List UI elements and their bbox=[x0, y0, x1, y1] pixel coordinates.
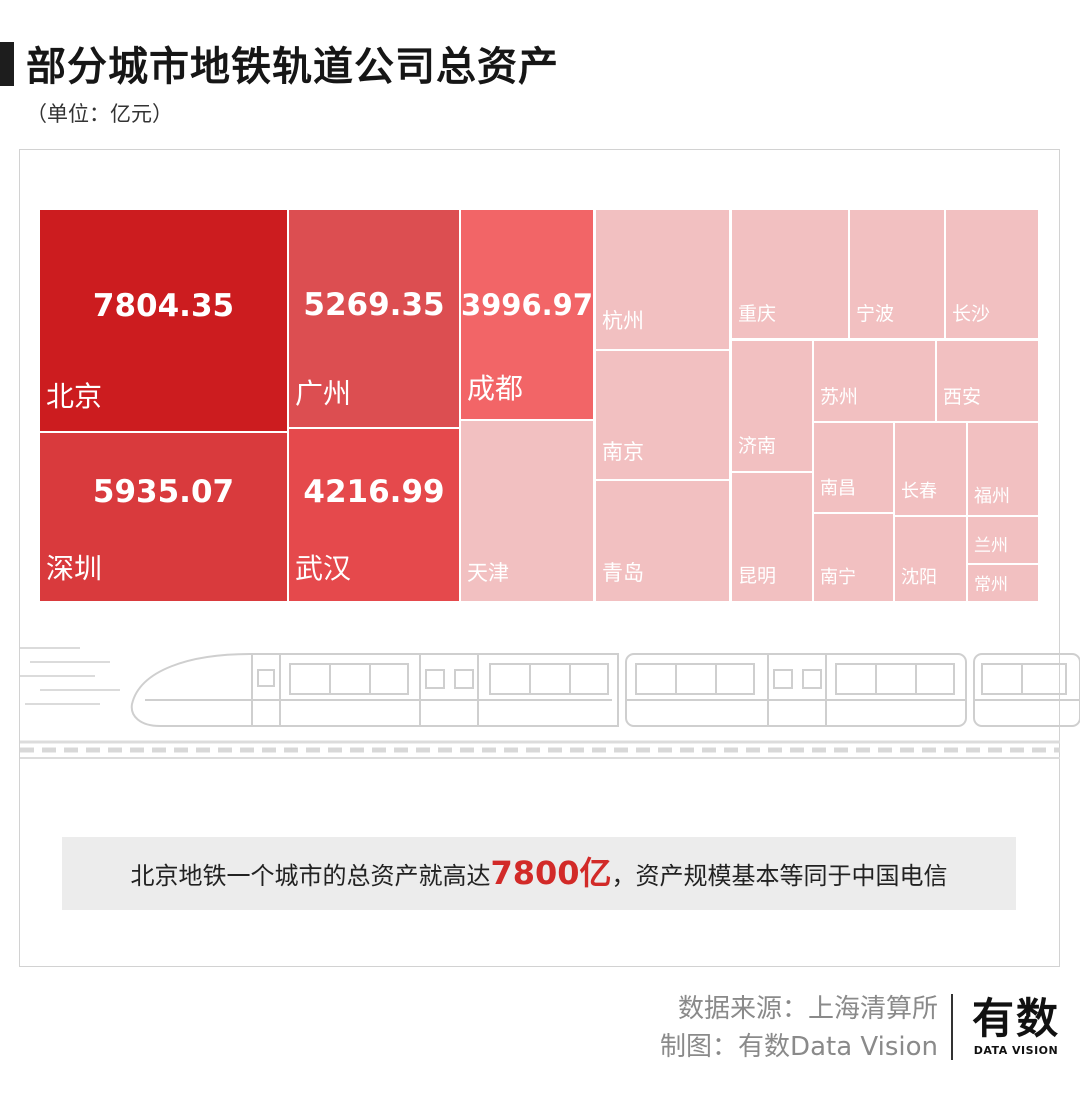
treemap-label-常州: 常州 bbox=[974, 575, 1008, 595]
treemap-value-北京: 7804.35 bbox=[93, 288, 234, 324]
treemap-value-广州: 5269.35 bbox=[303, 287, 444, 323]
treemap-label-深圳: 深圳 bbox=[46, 552, 102, 585]
treemap-label-南京: 南京 bbox=[602, 440, 644, 464]
treemap-label-北京: 北京 bbox=[46, 380, 102, 413]
callout-box: 北京地铁一个城市的总资产就高达7800亿，资产规模基本等同于中国电信 bbox=[62, 837, 1016, 910]
treemap-cell-苏州 bbox=[814, 341, 935, 421]
treemap-cell-福州 bbox=[968, 423, 1038, 515]
treemap-cells: 北京 7804.35 深圳 5935.07 广州 5269.35 武汉 4216.99 成都 39… bbox=[40, 210, 1038, 601]
unit-label: （单位：亿元） bbox=[26, 102, 173, 126]
treemap-cell-西安 bbox=[937, 341, 1038, 421]
treemap-cell-杭州 bbox=[596, 210, 729, 349]
treemap-label-长春: 长春 bbox=[901, 481, 937, 502]
treemap-label-天津: 天津 bbox=[467, 561, 509, 585]
callout-text-after: ，资产规模基本等同于中国电信 bbox=[611, 862, 948, 890]
treemap-label-青岛: 青岛 bbox=[602, 561, 644, 585]
treemap-label-成都: 成都 bbox=[467, 372, 523, 405]
chart-frame bbox=[19, 149, 1060, 967]
treemap-cell-南昌 bbox=[814, 423, 893, 512]
treemap-cell-常州 bbox=[968, 565, 1038, 601]
treemap-cell-重庆 bbox=[732, 210, 848, 338]
treemap-cell-南京 bbox=[596, 351, 729, 479]
treemap-label-兰州: 兰州 bbox=[974, 536, 1008, 556]
footer-divider bbox=[951, 994, 953, 1060]
callout-highlight: 7800亿 bbox=[490, 854, 612, 892]
callout-text-before: 北京地铁一个城市的总资产就高达 bbox=[130, 862, 491, 890]
train-illustration bbox=[20, 647, 1080, 759]
treemap-cell-南宁 bbox=[814, 514, 893, 601]
treemap-cell-北京 bbox=[40, 210, 287, 431]
treemap-label-重庆: 重庆 bbox=[738, 303, 776, 325]
treemap-cell-广州 bbox=[289, 210, 459, 427]
footer-credits: 数据来源：上海清算所 制图：有数Data Vision bbox=[660, 990, 938, 1066]
treemap-label-长沙: 长沙 bbox=[952, 303, 990, 325]
title-marker bbox=[0, 42, 14, 86]
treemap-cell-青岛 bbox=[596, 481, 729, 601]
treemap-label-杭州: 杭州 bbox=[602, 309, 644, 333]
treemap-cell-沈阳 bbox=[895, 517, 966, 601]
treemap-label-沈阳: 沈阳 bbox=[901, 567, 937, 588]
treemap-label-广州: 广州 bbox=[295, 377, 351, 410]
treemap-label-昆明: 昆明 bbox=[738, 565, 776, 587]
treemap-value-成都: 3996.97 bbox=[461, 288, 593, 322]
logo-text-cn: 有数 bbox=[971, 994, 1060, 1043]
treemap-label-南昌: 南昌 bbox=[820, 478, 856, 499]
treemap-value-深圳: 5935.07 bbox=[93, 474, 234, 510]
treemap-cell-宁波 bbox=[850, 210, 944, 338]
treemap-cell-兰州 bbox=[968, 517, 1038, 563]
treemap-cell-武汉 bbox=[289, 429, 459, 601]
treemap-cell-长春 bbox=[895, 423, 966, 515]
treemap-label-南宁: 南宁 bbox=[820, 567, 856, 588]
treemap-cell-济南 bbox=[732, 341, 812, 471]
data-source: 数据来源：上海清算所 bbox=[677, 994, 938, 1024]
treemap-cell-昆明 bbox=[732, 473, 812, 601]
treemap-label-宁波: 宁波 bbox=[856, 303, 894, 325]
treemap-cell-天津 bbox=[461, 421, 593, 601]
treemap-label-福州: 福州 bbox=[974, 486, 1010, 507]
treemap-cell-长沙 bbox=[946, 210, 1038, 338]
treemap-cell-深圳 bbox=[40, 433, 287, 601]
chart-credit: 制图：有数Data Vision bbox=[660, 1032, 938, 1062]
logo-text-en: DATA VISION bbox=[973, 1044, 1059, 1057]
brand-logo: 有数 DATA VISION bbox=[968, 994, 1064, 1058]
treemap-label-西安: 西安 bbox=[943, 386, 981, 408]
treemap-cell-成都 bbox=[461, 210, 593, 419]
treemap-label-武汉: 武汉 bbox=[295, 552, 351, 585]
page-title: 部分城市地铁轨道公司总资产 bbox=[26, 44, 559, 90]
treemap-value-武汉: 4216.99 bbox=[303, 474, 444, 510]
treemap-label-苏州: 苏州 bbox=[820, 386, 858, 408]
treemap-label-济南: 济南 bbox=[738, 435, 776, 457]
